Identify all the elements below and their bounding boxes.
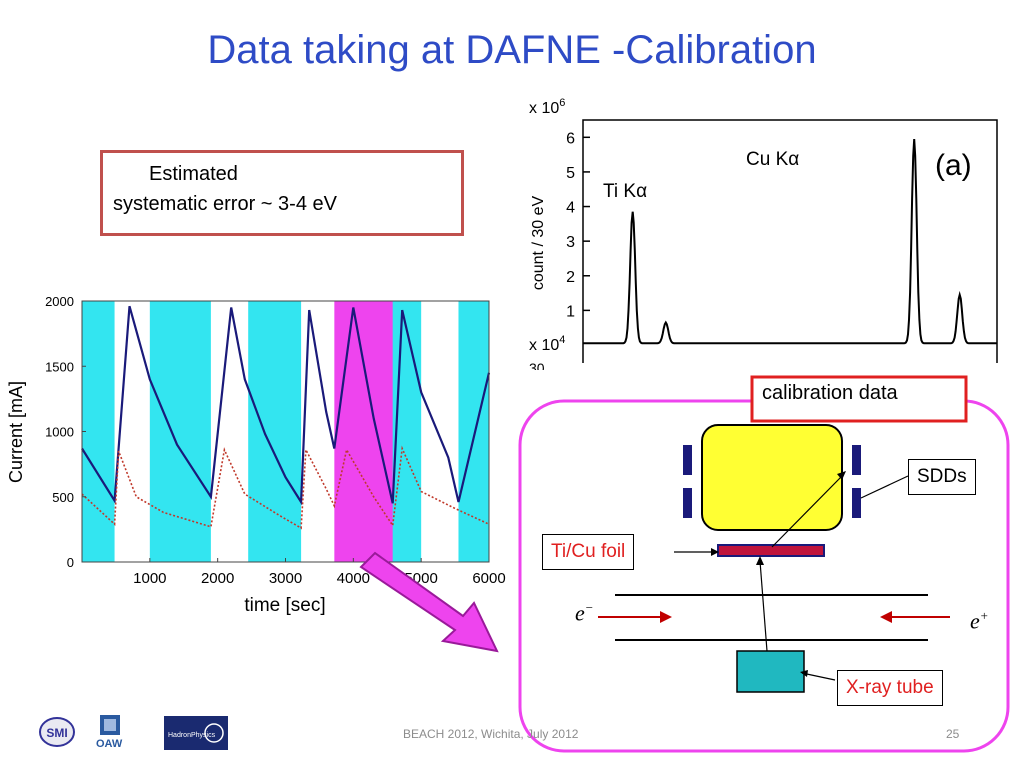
estimate-box: Estimated systematic error ~ 3-4 eV bbox=[100, 150, 464, 236]
electron-label: e− bbox=[575, 600, 594, 626]
panel-label: (a) bbox=[935, 149, 972, 182]
x-tick-label: 4000 bbox=[337, 570, 370, 587]
footer-text: BEACH 2012, Wichita, July 2012 bbox=[403, 727, 579, 741]
positron-label: e+ bbox=[970, 608, 989, 634]
x-axis-label: time [sec] bbox=[244, 595, 325, 616]
x-ticks: 1000 2000 3000 4000 5000 6000 bbox=[133, 558, 506, 587]
chart-series bbox=[81, 305, 491, 530]
estimate-line2: systematic error ~ 3-4 eV bbox=[113, 193, 337, 215]
cyan-band-2 bbox=[248, 301, 302, 562]
sdds-label: SDDs bbox=[908, 459, 976, 495]
spectrum-y-ticks: 1 2 3 4 5 6 bbox=[566, 130, 590, 320]
svg-text:SMI: SMI bbox=[46, 726, 67, 740]
series-line-0 bbox=[81, 305, 491, 506]
x-ray-tube bbox=[736, 650, 805, 693]
y-tick-label: 500 bbox=[52, 490, 74, 505]
target-chamber bbox=[701, 424, 843, 531]
spectrum-y-tick-label: 6 bbox=[566, 130, 575, 147]
sdd-left-bottom bbox=[683, 488, 692, 518]
sdd-right-bottom bbox=[852, 488, 861, 518]
y-tick-label: 0 bbox=[67, 555, 74, 570]
ti-cu-foil bbox=[717, 544, 825, 557]
y-multiplier-top: x 106 bbox=[529, 97, 565, 117]
y-axis-label: Current [mA] bbox=[6, 381, 26, 483]
smi-logo: SMI bbox=[39, 717, 75, 747]
peak-label-cu: Cu Kα bbox=[746, 149, 799, 170]
y-multiplier-bottom: x 104 bbox=[529, 334, 565, 354]
x-tick-label: 3000 bbox=[269, 570, 302, 587]
x-tick-label: 2000 bbox=[201, 570, 234, 587]
calibration-box bbox=[750, 375, 968, 423]
spectrum-y-tick-label: 5 bbox=[566, 165, 575, 182]
xray-tube-label: X-ray tube bbox=[837, 670, 943, 706]
spectrum-y-tick-label: 2 bbox=[566, 269, 575, 286]
cyan-band-1 bbox=[149, 301, 211, 562]
sdd-right-top bbox=[852, 445, 861, 475]
magenta-band-0 bbox=[334, 301, 393, 562]
y-ticks: 0 500 1000 1500 2000 bbox=[45, 294, 86, 570]
svg-text:OAW: OAW bbox=[96, 738, 123, 750]
magenta-arrow bbox=[359, 551, 499, 653]
x-tick-label: 1000 bbox=[133, 570, 166, 587]
cyan-band-0 bbox=[82, 301, 115, 562]
spectrum-y-tick-label: 1 bbox=[566, 303, 575, 320]
spectrum-chart: 1 2 3 4 5 6 x 106 x 104 count / 30 eV (a) Ti … bbox=[525, 97, 1000, 370]
hadronphysics-logo: HadronPhysics bbox=[164, 716, 228, 750]
peak-label-ti: Ti Kα bbox=[603, 181, 647, 202]
spectrum-y-tick-label: 3 bbox=[566, 234, 575, 251]
chart-bands bbox=[82, 301, 489, 562]
foil-label: Ti/Cu foil bbox=[542, 534, 635, 570]
series-line-1 bbox=[81, 445, 490, 530]
oaw-logo: OAW bbox=[96, 715, 123, 750]
x-tick-label: 6000 bbox=[472, 570, 505, 587]
calibration-label: calibration data bbox=[762, 382, 898, 404]
y-tick-label: 2000 bbox=[45, 294, 74, 309]
svg-text:30: 30 bbox=[529, 360, 545, 370]
page-number: 25 bbox=[946, 727, 960, 741]
svg-text:HadronPhysics: HadronPhysics bbox=[168, 732, 216, 739]
setup-diagram bbox=[518, 375, 1010, 753]
y-tick-label: 1500 bbox=[45, 359, 74, 374]
y-tick-label: 1000 bbox=[45, 425, 74, 440]
spectrum-y-label: count / 30 eV bbox=[530, 196, 547, 291]
estimate-line1: Estimated bbox=[149, 163, 238, 185]
spectrum-frame bbox=[582, 119, 998, 370]
sdd-left-top bbox=[683, 445, 692, 475]
spectrum-line bbox=[583, 138, 997, 345]
slide-title: Data taking at DAFNE -Calibration bbox=[207, 28, 817, 72]
spectrum-y-tick-label: 4 bbox=[566, 200, 575, 217]
cyan-band-3 bbox=[387, 301, 422, 562]
cyan-band-4 bbox=[458, 301, 489, 562]
